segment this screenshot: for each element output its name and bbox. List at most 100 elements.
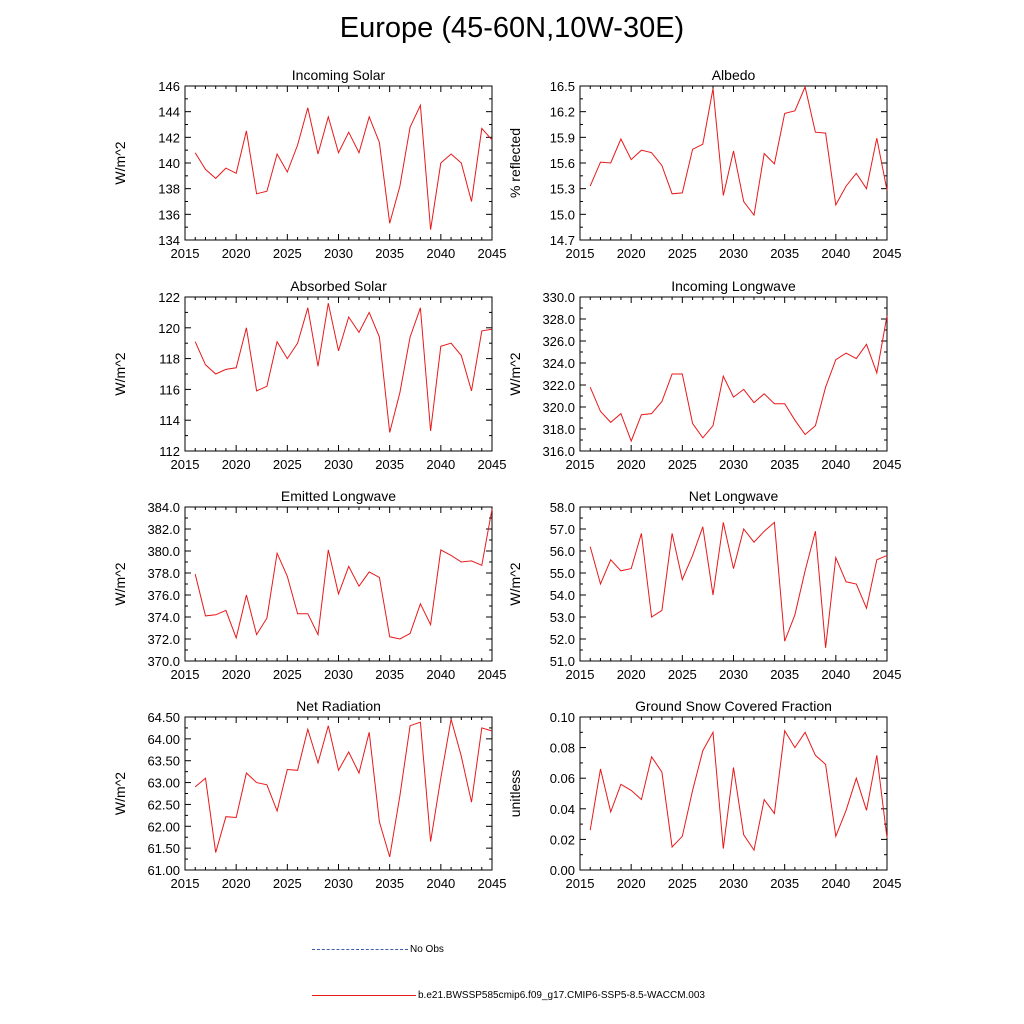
legend-obs-dash-line	[312, 949, 408, 950]
legend-model-label: b.e21.BWSSP585cmip6.f09_g17.CMIP6-SSP5-8…	[418, 990, 705, 1001]
y-tick-label: 320.0	[542, 400, 575, 415]
series-line	[589, 315, 888, 443]
y-tick-label: 134	[158, 233, 180, 248]
y-tick-label: 63.00	[147, 776, 180, 791]
x-tick-label: 2035	[770, 876, 799, 891]
plot-frame	[579, 506, 888, 662]
panel-6: Net Longwave W/m^2 2015 2020 2025 2030 2035 204…	[507, 488, 901, 682]
x-tick-label: 2045	[478, 246, 507, 261]
legend-obs: No Obs	[312, 944, 444, 955]
y-tick-label: 136	[158, 207, 180, 222]
x-tick-label: 2015	[566, 246, 595, 261]
x-tick-label: 2015	[171, 246, 200, 261]
y-tick-label: 0.04	[550, 802, 575, 817]
y-tick-label: 120	[158, 321, 180, 336]
x-tick-label: 2045	[478, 667, 507, 682]
y-tick-label: 62.00	[147, 819, 180, 834]
y-tick-label: 0.08	[550, 741, 575, 756]
y-tick-label: 15.3	[550, 182, 575, 197]
y-tick-label: 53.0	[550, 610, 575, 625]
y-tick-label: 15.9	[550, 130, 575, 145]
y-tick-label: 378.0	[147, 566, 180, 581]
y-tick-label: 114	[159, 413, 180, 428]
x-tick-label: 2025	[668, 457, 697, 472]
y-tick-label: 138	[158, 182, 180, 197]
y-tick-label: 122	[158, 290, 180, 305]
x-tick-label: 2040	[821, 667, 850, 682]
series-line	[194, 303, 493, 433]
panel-title: Albedo	[712, 67, 756, 83]
x-tick-label: 2040	[426, 246, 455, 261]
y-tick-label: 384.0	[147, 500, 180, 515]
x-tick-label: 2030	[324, 667, 353, 682]
x-tick-label: 2020	[617, 667, 646, 682]
y-tick-label: 55.0	[550, 566, 575, 581]
x-tick-label: 2030	[324, 876, 353, 891]
y-tick-label: 61.50	[147, 841, 180, 856]
y-tick-label: 318.0	[542, 422, 575, 437]
y-tick-label: 56.0	[550, 544, 575, 559]
x-tick-label: 2025	[273, 457, 302, 472]
series-line	[589, 521, 888, 648]
y-tick-label: 326.0	[542, 334, 575, 349]
panel-8: Ground Snow Covered Fraction unitless 2015…	[507, 698, 901, 891]
x-tick-label: 2015	[566, 457, 595, 472]
x-tick-label: 2025	[668, 246, 697, 261]
y-tick-label: 146	[158, 79, 180, 94]
x-tick-label: 2020	[222, 667, 251, 682]
y-tick-label: 0.02	[550, 832, 575, 847]
y-tick-label: 14.7	[550, 233, 575, 248]
x-tick-label: 2035	[375, 246, 404, 261]
x-tick-label: 2040	[821, 246, 850, 261]
x-tick-label: 2045	[873, 876, 902, 891]
x-tick-label: 2015	[171, 457, 200, 472]
series-line	[194, 719, 493, 858]
x-tick-label: 2030	[719, 876, 748, 891]
series-line	[194, 509, 493, 640]
y-axis-label: W/m^2	[507, 562, 523, 605]
y-tick-label: 16.5	[550, 79, 575, 94]
y-tick-label: 376.0	[147, 588, 180, 603]
plot-frame	[184, 85, 493, 241]
x-tick-label: 2020	[222, 457, 251, 472]
y-tick-label: 54.0	[550, 588, 575, 603]
y-tick-label: 116	[159, 382, 180, 397]
plot-frame	[579, 85, 888, 241]
panel-3: Absorbed Solar W/m^2 2015 2020 2025 2030 2035 2…	[112, 278, 506, 472]
series-line	[589, 729, 888, 852]
x-tick-label: 2045	[478, 876, 507, 891]
y-axis-label: W/m^2	[507, 352, 523, 395]
legend-obs-label: No Obs	[410, 944, 444, 955]
y-axis-label: W/m^2	[112, 772, 128, 815]
x-tick-label: 2025	[668, 876, 697, 891]
x-tick-label: 2040	[426, 667, 455, 682]
y-tick-label: 0.10	[550, 710, 575, 725]
x-tick-label: 2035	[375, 876, 404, 891]
x-tick-label: 2035	[770, 667, 799, 682]
y-tick-label: 322.0	[542, 378, 575, 393]
x-tick-label: 2025	[273, 246, 302, 261]
x-tick-label: 2035	[770, 246, 799, 261]
x-tick-label: 2015	[566, 667, 595, 682]
panel-title: Incoming Longwave	[671, 278, 796, 294]
x-tick-label: 2035	[770, 457, 799, 472]
series-line	[589, 85, 888, 217]
x-tick-label: 2020	[617, 246, 646, 261]
x-tick-label: 2015	[566, 876, 595, 891]
x-tick-label: 2015	[171, 876, 200, 891]
y-tick-label: 15.6	[550, 156, 575, 171]
y-tick-label: 118	[159, 352, 180, 367]
y-tick-label: 372.0	[147, 632, 180, 647]
panel-1: Incoming Solar W/m^2 2015 2020 2025 2030 2035 2…	[112, 67, 506, 261]
panel-title: Ground Snow Covered Fraction	[635, 698, 832, 714]
y-tick-label: 328.0	[542, 312, 575, 327]
y-tick-label: 16.2	[550, 105, 575, 120]
y-tick-label: 324.0	[542, 356, 575, 371]
panel-5: Emitted Longwave W/m^2 2015 2020 2025 2030 203…	[112, 488, 506, 682]
plot-frame	[184, 716, 493, 871]
y-tick-label: 51.0	[550, 654, 575, 669]
panel-7: Net Radiation W/m^2 2015 2020 2025 2030 2035 20…	[112, 698, 506, 891]
y-tick-label: 58.0	[550, 500, 575, 515]
x-tick-label: 2040	[821, 457, 850, 472]
